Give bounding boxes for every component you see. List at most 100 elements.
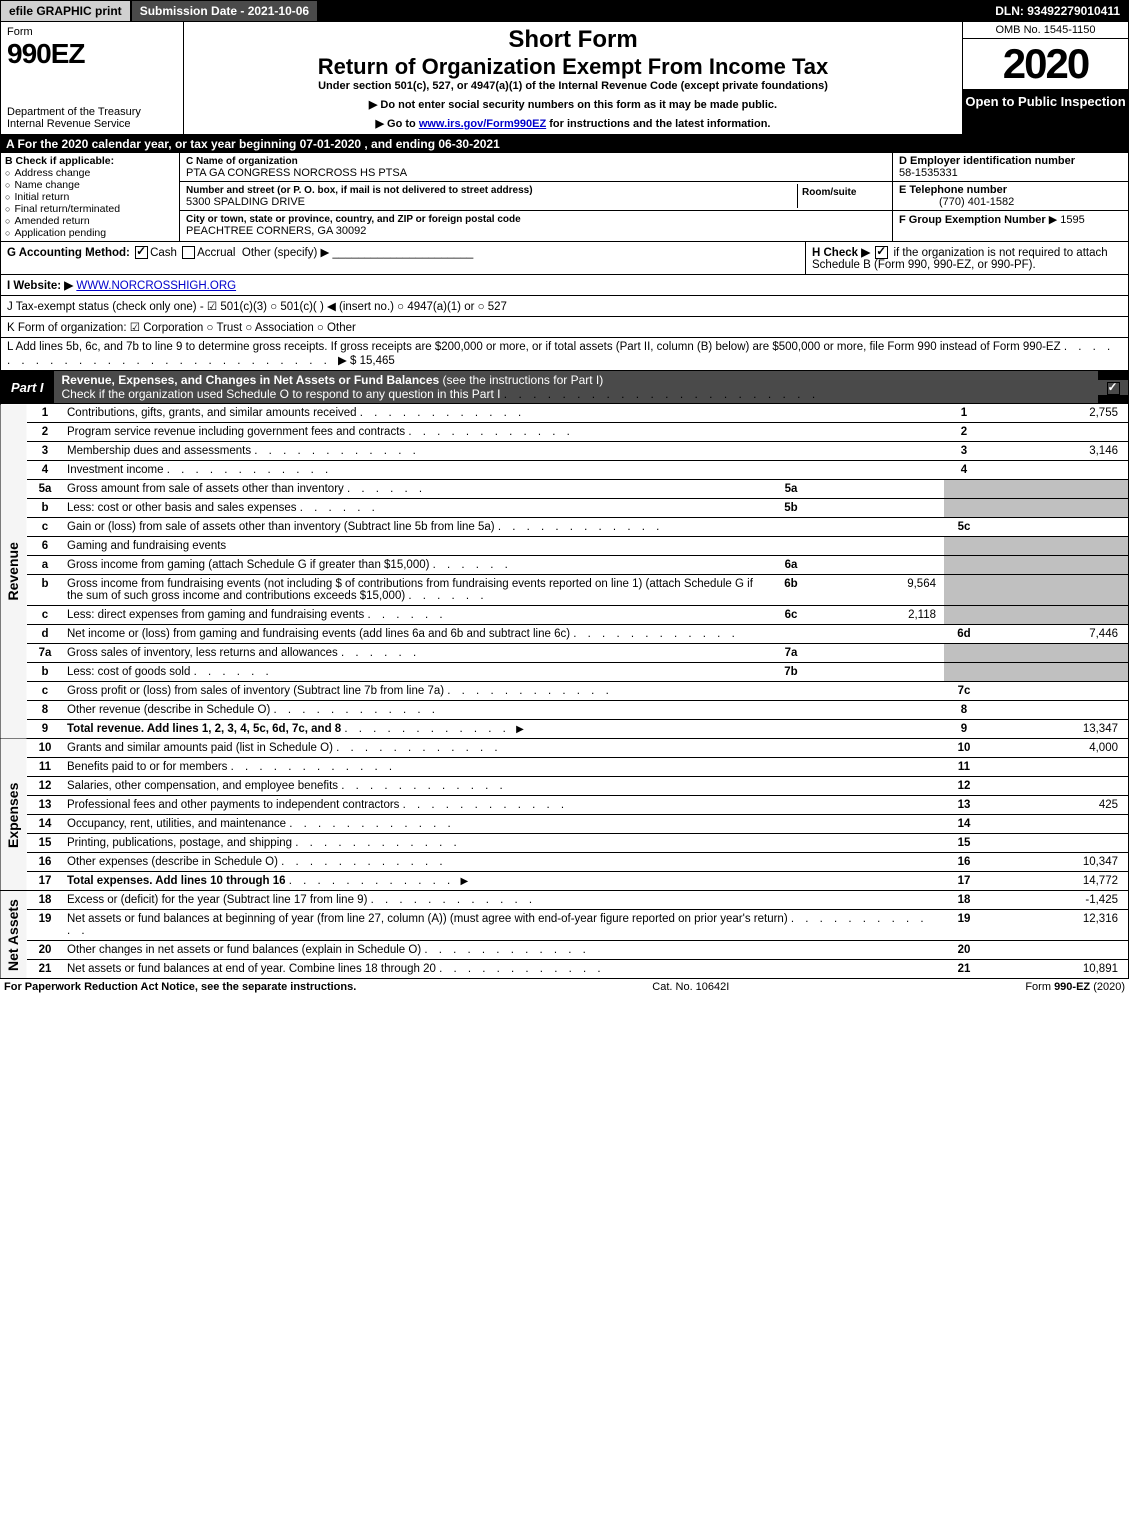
line-number: 3 — [27, 442, 63, 461]
line-number: c — [27, 518, 63, 537]
line-desc: Benefits paid to or for members . . . . … — [63, 758, 944, 777]
table-row: cGross profit or (loss) from sales of in… — [1, 682, 1129, 701]
table-row: 5aGross amount from sale of assets other… — [1, 480, 1129, 499]
line-number: 15 — [27, 834, 63, 853]
line-box: 12 — [944, 777, 984, 796]
line-box: 15 — [944, 834, 984, 853]
table-row: 3Membership dues and assessments . . . .… — [1, 442, 1129, 461]
table-row: 14Occupancy, rent, utilities, and mainte… — [1, 815, 1129, 834]
line-value: 7,446 — [984, 625, 1129, 644]
omb-number: OMB No. 1545-1150 — [963, 22, 1128, 39]
line-number: 11 — [27, 758, 63, 777]
tax-year: 2020 — [963, 39, 1128, 90]
g-label: G Accounting Method: — [7, 247, 130, 259]
line-number: b — [27, 499, 63, 518]
line-value-shaded — [984, 606, 1129, 625]
check-application-pending[interactable]: Application pending — [5, 227, 175, 239]
check-initial-return[interactable]: Initial return — [5, 191, 175, 203]
entity-info-row: B Check if applicable: Address change Na… — [0, 153, 1129, 242]
line-desc: Professional fees and other payments to … — [63, 796, 944, 815]
line-desc: Occupancy, rent, utilities, and maintena… — [63, 815, 944, 834]
line-box: 2 — [944, 423, 984, 442]
line-value: -1,425 — [984, 891, 1129, 910]
form-number: 990EZ — [7, 38, 177, 70]
line-value-shaded — [984, 556, 1129, 575]
line-desc: Gain or (loss) from sale of assets other… — [63, 518, 944, 537]
check-amended-return[interactable]: Amended return — [5, 215, 175, 227]
footer-cat: Cat. No. 10642I — [652, 981, 729, 993]
subtitle: Under section 501(c), 527, or 4947(a)(1)… — [188, 80, 958, 92]
table-row: cGain or (loss) from sale of assets othe… — [1, 518, 1129, 537]
check-accrual[interactable] — [182, 246, 195, 259]
line-box: 16 — [944, 853, 984, 872]
sub-line-number: 6c — [770, 606, 812, 625]
line-value — [984, 518, 1129, 537]
line-desc: Gross amount from sale of assets other t… — [63, 480, 770, 499]
efile-print-button[interactable]: efile GRAPHIC print — [1, 1, 132, 21]
open-public-inspection: Open to Public Inspection — [963, 90, 1128, 134]
part-1-checkbox[interactable] — [1098, 380, 1128, 394]
part-1-label: Part I — [1, 377, 54, 398]
table-row: 16Other expenses (describe in Schedule O… — [1, 853, 1129, 872]
line-box: 13 — [944, 796, 984, 815]
line-box-shaded — [944, 537, 984, 556]
line-number: 10 — [27, 739, 63, 758]
line-number: a — [27, 556, 63, 575]
footer-right: Form 990-EZ (2020) — [1025, 981, 1125, 993]
line-number: c — [27, 606, 63, 625]
line-value — [984, 758, 1129, 777]
line-box: 1 — [944, 404, 984, 423]
section-c-org: C Name of organization PTA GA CONGRESS N… — [180, 153, 892, 241]
irs-link[interactable]: www.irs.gov/Form990EZ — [419, 118, 546, 130]
short-form-title: Short Form — [188, 26, 958, 54]
line-desc: Net assets or fund balances at beginning… — [63, 910, 944, 941]
table-row: bGross income from fundraising events (n… — [1, 575, 1129, 606]
table-row: bLess: cost or other basis and sales exp… — [1, 499, 1129, 518]
table-row: Expenses10Grants and similar amounts pai… — [1, 739, 1129, 758]
sub-line-number: 6a — [770, 556, 812, 575]
line-desc: Other changes in net assets or fund bala… — [63, 941, 944, 960]
line-value: 3,146 — [984, 442, 1129, 461]
sub-line-number: 5b — [770, 499, 812, 518]
check-address-change[interactable]: Address change — [5, 167, 175, 179]
h-label: H Check ▶ — [812, 247, 870, 259]
line-box: 14 — [944, 815, 984, 834]
street-label: Number and street (or P. O. box, if mail… — [186, 185, 533, 196]
website-link[interactable]: WWW.NORCROSSHIGH.ORG — [76, 280, 236, 292]
line-box: 11 — [944, 758, 984, 777]
line-desc: Membership dues and assessments . . . . … — [63, 442, 944, 461]
sub-line-value: 2,118 — [812, 606, 944, 625]
sub-line-number: 6b — [770, 575, 812, 606]
header-right: OMB No. 1545-1150 2020 Open to Public In… — [962, 22, 1128, 134]
room-label: Room/suite — [802, 187, 856, 198]
line-i-website: I Website: ▶ WWW.NORCROSSHIGH.ORG — [0, 275, 1129, 296]
line-number: 12 — [27, 777, 63, 796]
page-footer: For Paperwork Reduction Act Notice, see … — [0, 979, 1129, 995]
table-row: 13Professional fees and other payments t… — [1, 796, 1129, 815]
table-row: 7aGross sales of inventory, less returns… — [1, 644, 1129, 663]
table-row: 6Gaming and fundraising events — [1, 537, 1129, 556]
sub-line-number: 7b — [770, 663, 812, 682]
line-number: 8 — [27, 701, 63, 720]
sub-line-value — [812, 556, 944, 575]
table-row: 12Salaries, other compensation, and empl… — [1, 777, 1129, 796]
line-desc: Less: direct expenses from gaming and fu… — [63, 606, 770, 625]
line-j-tax-exempt: J Tax-exempt status (check only one) - ☑… — [0, 296, 1129, 317]
line-l-amount: ▶ $ 15,465 — [338, 355, 395, 367]
line-desc: Less: cost of goods sold . . . . . . — [63, 663, 770, 682]
check-final-return[interactable]: Final return/terminated — [5, 203, 175, 215]
table-row: 8Other revenue (describe in Schedule O) … — [1, 701, 1129, 720]
check-schedule-b[interactable] — [875, 246, 888, 259]
check-cash[interactable] — [135, 246, 148, 259]
line-value: 425 — [984, 796, 1129, 815]
line-a-tax-year: A For the 2020 calendar year, or tax yea… — [0, 135, 1129, 153]
table-row: 4Investment income . . . . . . . . . . .… — [1, 461, 1129, 480]
check-name-change[interactable]: Name change — [5, 179, 175, 191]
street-address: 5300 SPALDING DRIVE — [186, 196, 305, 208]
line-desc: Gross income from fundraising events (no… — [63, 575, 770, 606]
line-box: 4 — [944, 461, 984, 480]
line-l-gross-receipts: L Add lines 5b, 6c, and 7b to line 9 to … — [0, 338, 1129, 371]
header-center: Short Form Return of Organization Exempt… — [184, 22, 962, 134]
line-value: 2,755 — [984, 404, 1129, 423]
line-value-shaded — [984, 644, 1129, 663]
